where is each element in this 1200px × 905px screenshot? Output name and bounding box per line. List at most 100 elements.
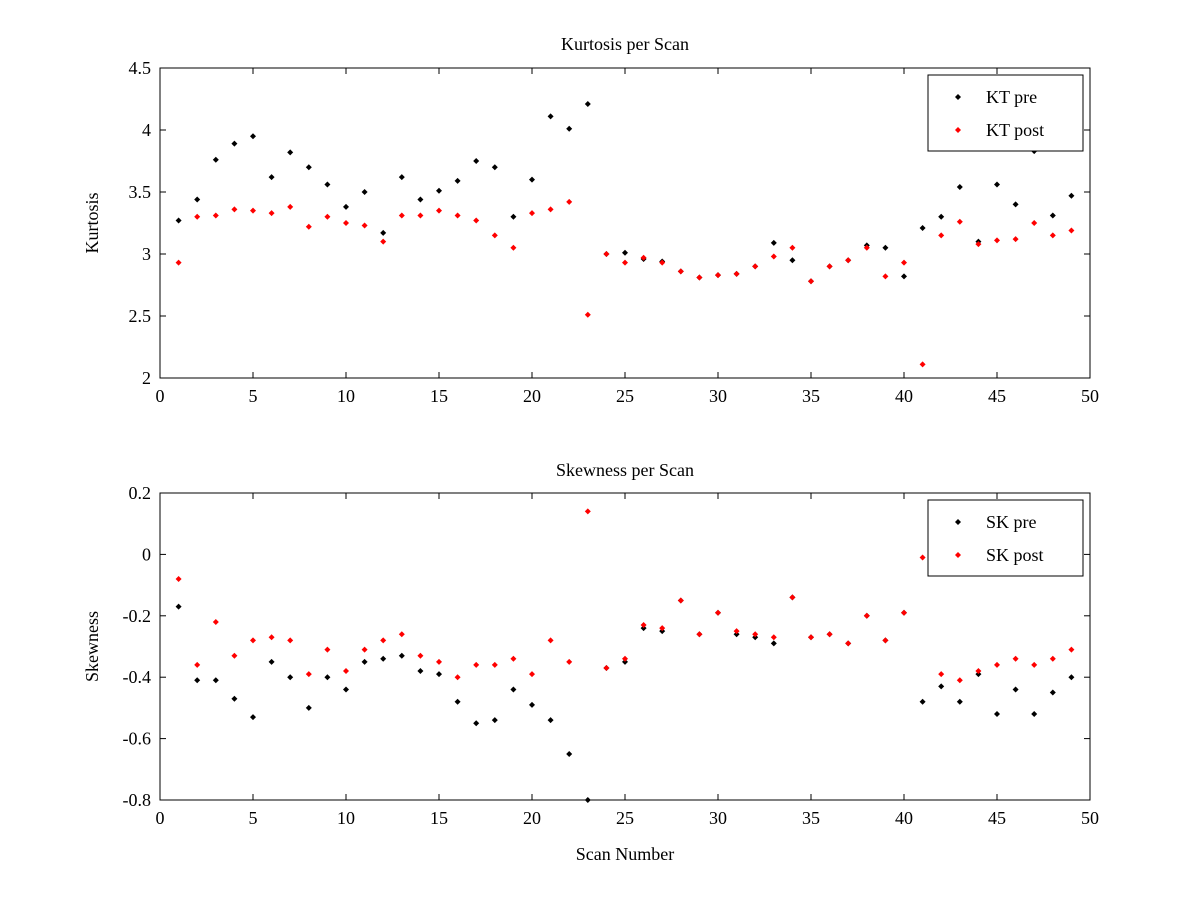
- data-point: [789, 257, 796, 264]
- data-point: [491, 661, 498, 668]
- x-tick-label: 45: [988, 386, 1006, 406]
- x-tick-label: 30: [709, 808, 727, 828]
- data-point: [1031, 220, 1038, 226]
- data-point: [1068, 646, 1075, 653]
- data-point: [547, 113, 554, 120]
- data-point: [770, 634, 777, 641]
- data-point: [212, 618, 219, 625]
- data-point: [268, 658, 275, 665]
- data-point: [770, 239, 777, 246]
- legend-label: KT post: [986, 120, 1044, 140]
- kurtosis-chart: 0 5 10 15 20 25 30 35 40 45 50 2 2.5 3 3.5 4 4.5 Kurtosis…: [82, 34, 1099, 406]
- data-point: [715, 272, 721, 279]
- data-point: [287, 674, 294, 681]
- data-point: [566, 658, 573, 665]
- data-point: [603, 664, 610, 671]
- y-tick-label: -0.2: [123, 606, 152, 626]
- data-point: [659, 625, 666, 632]
- data-point: [770, 253, 777, 260]
- x-tick-label: 10: [337, 386, 355, 406]
- data-point: [398, 212, 405, 219]
- data-point: [380, 655, 387, 662]
- data-point: [212, 677, 219, 684]
- data-point: [584, 311, 591, 318]
- legend-box: [927, 74, 1084, 152]
- data-point: [398, 631, 405, 638]
- y-tick-label: 4.5: [129, 58, 152, 78]
- data-point: [622, 655, 628, 662]
- series-sk-post: [175, 508, 1075, 684]
- data-point: [529, 176, 535, 183]
- data-point: [901, 609, 907, 616]
- y-tick-label: 3.5: [129, 182, 152, 202]
- y-tick-label: -0.4: [123, 667, 152, 687]
- data-point: [175, 575, 182, 582]
- data-point: [231, 652, 238, 659]
- data-point: [659, 628, 666, 635]
- x-tick-label: 45: [988, 808, 1006, 828]
- data-point: [566, 125, 573, 132]
- series-kt-post: [175, 198, 1075, 368]
- data-point: [994, 237, 1000, 244]
- data-point: [194, 196, 201, 203]
- data-point: [361, 646, 368, 653]
- legend-label: SK post: [986, 545, 1044, 565]
- data-point: [361, 222, 368, 229]
- data-point: [696, 274, 703, 281]
- data-point: [789, 244, 796, 251]
- data-point: [1031, 711, 1038, 718]
- data-point: [938, 683, 945, 690]
- data-point: [938, 671, 945, 678]
- data-point: [547, 637, 554, 644]
- y-axis-label: Kurtosis: [82, 192, 102, 253]
- x-tick-label: 20: [523, 808, 541, 828]
- data-point: [454, 698, 461, 705]
- data-point: [343, 220, 349, 226]
- y-tick-label: -0.6: [123, 729, 152, 749]
- data-point: [268, 210, 275, 217]
- data-point: [770, 640, 777, 647]
- data-point: [454, 212, 461, 219]
- data-point: [845, 640, 852, 647]
- data-point: [1049, 232, 1056, 239]
- y-axis-label: Skewness: [82, 611, 102, 682]
- data-point: [305, 671, 312, 678]
- data-point: [696, 631, 703, 638]
- data-point: [1012, 686, 1019, 693]
- data-point: [733, 270, 740, 277]
- y-tick-label: 2: [142, 368, 151, 388]
- data-point: [212, 212, 219, 219]
- data-point: [231, 695, 238, 702]
- data-point: [417, 652, 424, 659]
- data-point: [919, 554, 926, 561]
- data-point: [231, 140, 238, 147]
- series-sk-pre: [175, 594, 1075, 803]
- data-point: [1049, 212, 1056, 219]
- data-point: [305, 164, 312, 171]
- data-point: [324, 646, 331, 653]
- x-tick-label: 35: [802, 808, 820, 828]
- x-tick-label: 25: [616, 386, 634, 406]
- data-point: [1068, 674, 1075, 681]
- y-tick-label: 3: [142, 244, 151, 264]
- legend-marker: [955, 552, 961, 558]
- x-tick-label: 10: [337, 808, 355, 828]
- data-point: [994, 661, 1000, 668]
- x-tick-label: 5: [249, 808, 258, 828]
- chart-title: Kurtosis per Scan: [561, 34, 689, 54]
- data-point: [938, 232, 945, 239]
- data-point: [919, 698, 926, 705]
- data-point: [212, 156, 219, 163]
- data-point: [473, 158, 480, 164]
- data-point: [417, 212, 424, 219]
- data-point: [1049, 689, 1056, 696]
- data-point: [491, 717, 498, 724]
- data-point: [175, 259, 182, 266]
- data-point: [901, 273, 907, 280]
- data-point: [250, 637, 256, 644]
- data-point: [324, 181, 331, 188]
- data-point: [473, 720, 480, 727]
- data-point: [1049, 655, 1056, 662]
- data-point: [975, 671, 982, 678]
